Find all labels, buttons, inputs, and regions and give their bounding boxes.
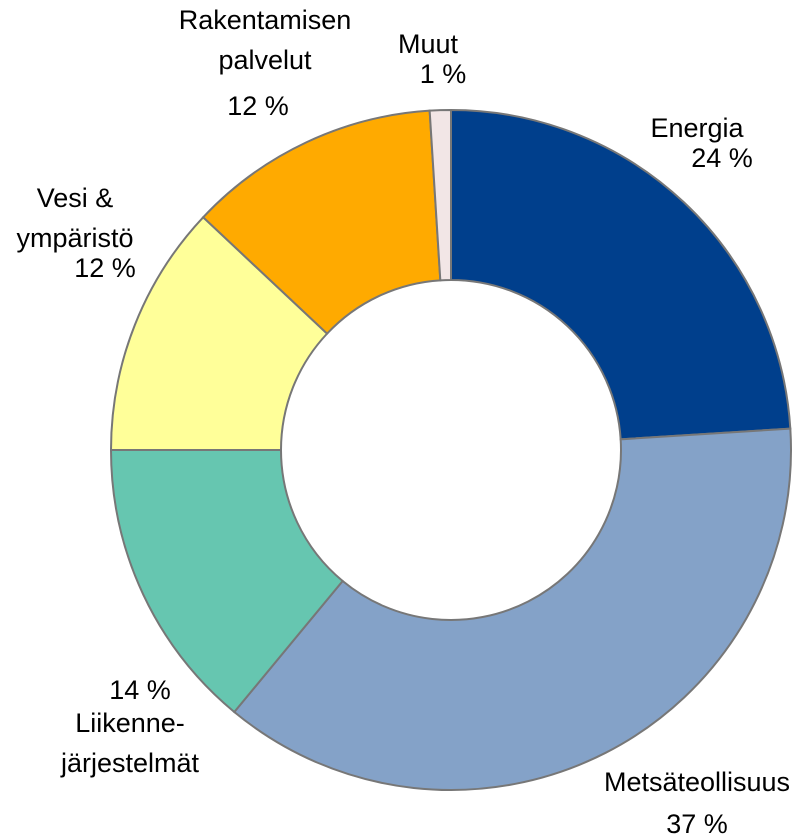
donut-segment	[232, 427, 792, 791]
value-label: 37 %	[666, 809, 728, 838]
donut-segment	[109, 215, 329, 451]
donut-segment	[109, 449, 345, 714]
category-label: Vesi & ympäristö	[16, 183, 133, 253]
category-label: Liikenne-järjestelmät	[60, 708, 200, 778]
value-label: 14 %	[109, 675, 171, 705]
category-label: Energia	[650, 113, 744, 143]
donut-segment	[201, 109, 442, 336]
value-label: 24 %	[691, 143, 753, 173]
category-label: Metsäteollisuus	[604, 767, 790, 797]
value-label: 12 %	[74, 253, 136, 283]
donut-segment	[450, 108, 792, 441]
category-label: Rakentamisen palvelut	[179, 5, 352, 75]
category-label: Muut	[398, 29, 459, 59]
value-label: 1 %	[420, 59, 467, 89]
donut-segment	[428, 108, 452, 282]
value-label: 12 %	[227, 91, 289, 121]
